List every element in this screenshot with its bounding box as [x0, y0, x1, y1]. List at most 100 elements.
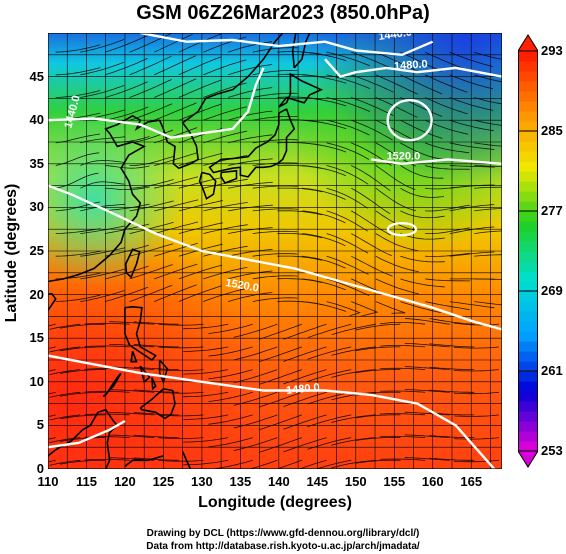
colorbar-segment	[518, 71, 538, 82]
colorbar	[518, 34, 538, 468]
coastline	[139, 387, 176, 420]
colorbar-segment	[518, 201, 538, 212]
streamline	[158, 346, 204, 349]
streamline	[453, 346, 499, 349]
streamline	[331, 414, 376, 423]
colorbar-segment	[518, 361, 538, 372]
streamline	[48, 459, 56, 463]
colorbar-segment	[518, 211, 538, 222]
streamline	[449, 184, 495, 189]
y-tick-label: 20	[29, 286, 44, 302]
streamline	[400, 255, 445, 263]
streamline	[380, 390, 426, 393]
y-tick-label: 25	[29, 243, 44, 258]
streamline	[252, 162, 298, 166]
streamline	[252, 253, 298, 257]
streamline	[104, 186, 150, 191]
streamline	[84, 322, 130, 325]
streamline	[380, 321, 426, 325]
streamline	[60, 391, 105, 397]
streamline	[203, 36, 247, 53]
streamline	[307, 369, 352, 382]
colorbar-label: 253	[541, 443, 563, 458]
streamline	[331, 346, 376, 356]
colorbar-label: 293	[541, 43, 563, 58]
streamline	[400, 210, 445, 219]
colorbar-bottom-arrow	[518, 450, 538, 468]
coastline	[181, 451, 192, 469]
coastline	[151, 377, 157, 391]
height-contour-closed	[386, 98, 433, 142]
streamline	[154, 78, 197, 98]
streamline	[129, 55, 172, 76]
y-tick-label: 5	[36, 417, 44, 433]
streamline	[48, 323, 56, 327]
streamline	[351, 233, 392, 257]
streamline	[80, 181, 125, 189]
streamline	[355, 369, 401, 374]
streamline	[55, 294, 101, 302]
streamline	[326, 301, 361, 317]
streamline	[404, 434, 450, 438]
streamline	[104, 58, 148, 76]
streamline	[252, 47, 298, 53]
streamline	[178, 264, 223, 280]
colorbar-segment	[518, 151, 538, 162]
streamline	[60, 323, 105, 329]
streamline	[400, 74, 443, 95]
streamline	[474, 51, 502, 60]
streamline	[331, 437, 376, 446]
streamline	[203, 267, 248, 280]
coastline	[293, 33, 311, 69]
colorbar-segment	[518, 271, 538, 282]
streamline	[80, 203, 125, 212]
streamline	[258, 391, 303, 408]
colorbar-segment	[518, 401, 538, 412]
streamline	[355, 323, 401, 331]
streamline	[449, 251, 495, 257]
streamline	[203, 106, 247, 121]
coastline	[278, 72, 324, 108]
coastline	[48, 408, 119, 469]
streamline	[154, 199, 199, 212]
streamline	[133, 457, 179, 461]
streamline	[380, 413, 426, 416]
streamline	[252, 116, 298, 121]
streamline	[301, 210, 346, 224]
x-axis-label: Longitude (degrees)	[198, 494, 352, 511]
streamline	[424, 165, 470, 170]
streamline	[133, 434, 179, 439]
streamline	[375, 278, 419, 295]
streamline	[474, 165, 502, 167]
streamline	[154, 176, 199, 189]
streamline	[129, 79, 172, 98]
streamline	[474, 254, 502, 257]
streamline	[375, 233, 419, 251]
streamline	[404, 366, 450, 370]
streamline	[55, 250, 101, 257]
y-tick-label: 10	[29, 373, 44, 389]
streamline	[129, 200, 174, 212]
credit-drawing: Drawing by DCL (https://www.gfd-dennou.o…	[146, 528, 420, 539]
streamline	[331, 323, 376, 335]
colorbar-segment	[518, 191, 538, 202]
streamline	[375, 119, 417, 142]
chart-title: GSM 06Z26Mar2023 (850.0hPa)	[136, 2, 430, 24]
streamline	[48, 437, 56, 440]
streamline	[331, 391, 376, 401]
streamline	[208, 369, 253, 380]
streamline	[183, 369, 229, 375]
streamline	[55, 228, 101, 234]
streamline	[129, 156, 174, 166]
y-tick-label: 15	[29, 330, 44, 346]
streamline	[375, 255, 419, 272]
x-tick-label: 155	[383, 474, 406, 489]
coastline	[220, 169, 238, 184]
streamline	[84, 458, 130, 461]
streamline	[158, 369, 204, 371]
colorbar-label: 261	[541, 363, 563, 378]
streamline	[208, 346, 253, 357]
streamline	[424, 74, 468, 93]
streamline	[178, 79, 222, 98]
streamline	[453, 391, 499, 395]
